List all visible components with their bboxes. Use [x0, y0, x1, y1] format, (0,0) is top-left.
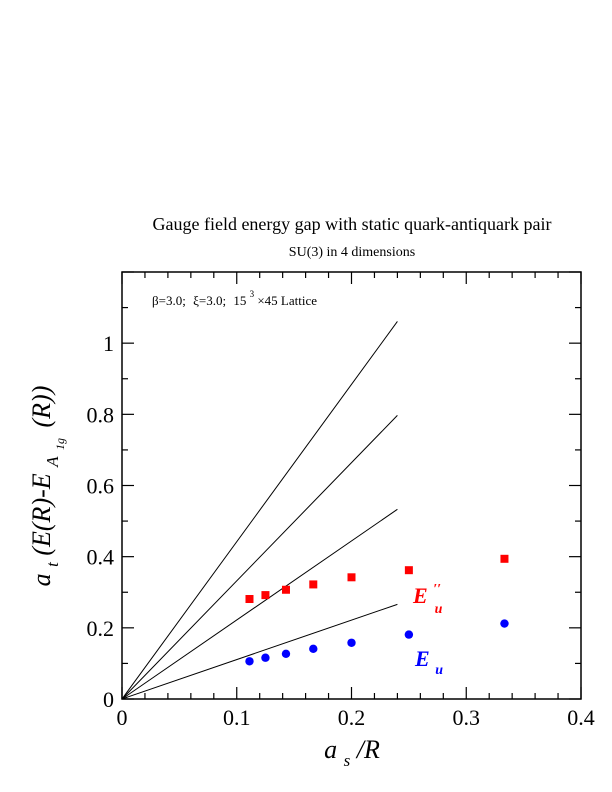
x-label-rest: /R: [355, 735, 380, 764]
data-point-square: [347, 573, 356, 582]
legend-label-e-u-double-prime: E ′′ u: [412, 573, 447, 617]
plot-frame: [121, 271, 582, 700]
data-point-circle: [281, 649, 291, 659]
y-tick-label: 0: [103, 687, 114, 712]
legend-e2-sub: u: [435, 602, 443, 617]
legend-e1-main: E: [414, 646, 430, 671]
y-tick-label: 0.2: [87, 616, 115, 641]
y-label-end: (R)): [27, 386, 56, 428]
y-tick-label: 1: [103, 331, 114, 356]
x-label-main: a: [324, 735, 337, 764]
annotation-xi: ξ=3.0;: [193, 293, 226, 308]
reference-line: [121, 415, 398, 700]
y-tick-label: 0.4: [87, 545, 115, 570]
y-label-main1: a: [27, 573, 56, 586]
data-point-circle: [404, 630, 414, 639]
chart-subtitle: SU(3) in 4 dimensions: [289, 245, 415, 260]
x-tick-label: 0.1: [223, 705, 251, 730]
legend-label-e-u: E u: [414, 646, 443, 678]
data-point-circle: [309, 644, 318, 654]
lattice-annotation: β=3.0; ξ=3.0; 15 3 ×45 Lattice: [152, 285, 317, 308]
y-label-sub2: A: [43, 456, 62, 468]
data-point-square: [500, 554, 509, 563]
x-tick-label: 0.3: [453, 705, 481, 730]
y-tick-label: 0.8: [87, 402, 115, 427]
data-point-square: [309, 580, 318, 589]
axis-ticks: [121, 271, 582, 700]
annotation-lattice-base: 15: [233, 293, 246, 308]
y-tick-labels: 0 0.2 0.4 0.6 0.8 1: [87, 331, 115, 712]
x-tick-label: 0.2: [338, 705, 366, 730]
reference-line: [121, 508, 398, 700]
annotation-lattice-rest: ×45 Lattice: [257, 293, 317, 308]
x-tick-labels: 0 0.1 0.2 0.3 0.4: [117, 705, 595, 730]
reference-line: [121, 321, 398, 700]
x-label-sub: s: [344, 751, 351, 770]
x-tick-label: 0.4: [567, 705, 595, 730]
reference-lines: [121, 321, 398, 700]
data-point-circle: [500, 619, 509, 628]
annotation-lattice-exp: 3: [250, 289, 255, 299]
data-point-circle: [261, 653, 270, 662]
legend-e1-sub: u: [435, 663, 443, 678]
x-axis-label: a s /R: [324, 735, 380, 772]
y-tick-label: 0.6: [87, 474, 115, 499]
reference-line: [121, 603, 398, 700]
chart-title: Gauge field energy gap with static quark…: [152, 214, 551, 234]
y-label-mid: (E(R)-E: [27, 473, 56, 555]
data-points: [245, 554, 509, 666]
data-point-square: [245, 595, 254, 604]
data-point-square: [404, 566, 413, 575]
annotation-beta: β=3.0;: [152, 293, 186, 308]
legend-e2-prime: ′′: [433, 582, 441, 597]
data-point-square: [261, 591, 270, 600]
y-axis-label: a t (E(R)-E A 1g (R)): [27, 386, 70, 587]
legend-e2-main: E: [412, 583, 428, 608]
y-label-sub1: t: [43, 561, 62, 567]
data-point-circle: [245, 657, 254, 666]
y-label-sub3: 1g: [53, 438, 67, 450]
data-point-circle: [347, 638, 356, 647]
x-tick-label: 0: [117, 705, 128, 730]
data-point-square: [281, 585, 290, 594]
